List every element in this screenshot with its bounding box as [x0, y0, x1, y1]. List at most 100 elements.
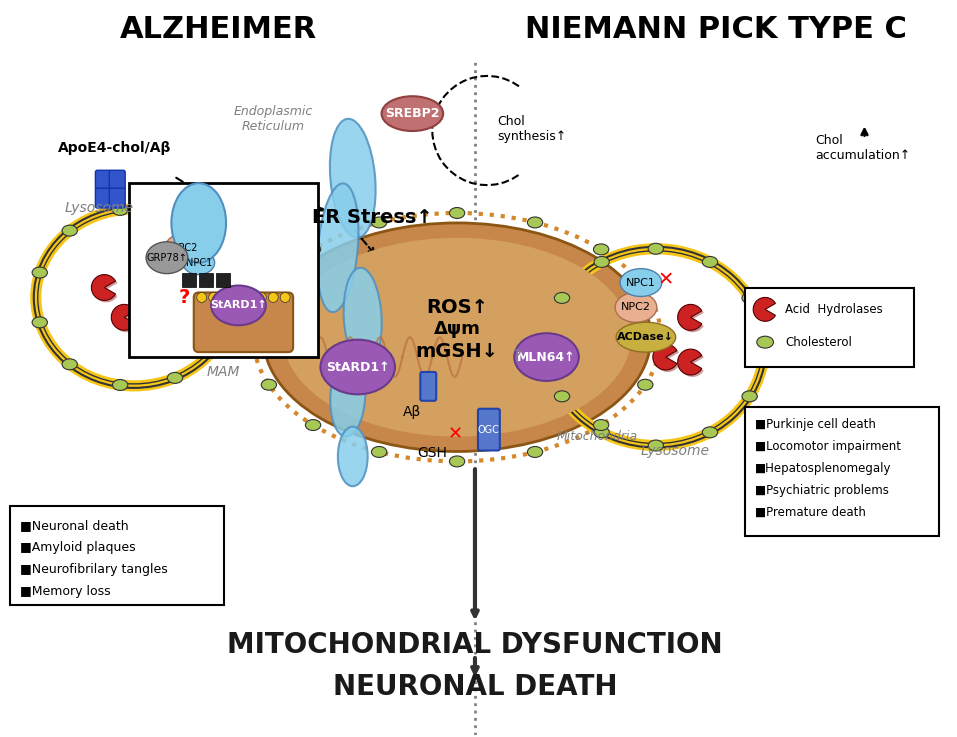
- Bar: [182, 273, 196, 287]
- FancyBboxPatch shape: [109, 188, 125, 208]
- Ellipse shape: [620, 268, 662, 296]
- Ellipse shape: [318, 184, 359, 312]
- Text: StARD1↑: StARD1↑: [211, 301, 267, 310]
- Text: NPC1: NPC1: [626, 278, 656, 287]
- Wedge shape: [94, 276, 118, 302]
- Ellipse shape: [210, 340, 225, 351]
- Text: NEURONAL DEATH: NEURONAL DEATH: [333, 673, 617, 701]
- Circle shape: [244, 293, 255, 302]
- FancyBboxPatch shape: [10, 506, 224, 606]
- Ellipse shape: [527, 447, 543, 458]
- Wedge shape: [92, 275, 116, 301]
- Text: Aβ: Aβ: [403, 405, 421, 419]
- Text: ApoE4-chol/Aβ: ApoE4-chol/Aβ: [57, 142, 171, 156]
- Ellipse shape: [113, 204, 128, 215]
- Text: ACDase↓: ACDase↓: [617, 332, 675, 342]
- Circle shape: [221, 293, 231, 302]
- FancyBboxPatch shape: [96, 170, 111, 190]
- Ellipse shape: [261, 380, 277, 390]
- Wedge shape: [655, 346, 679, 372]
- Text: SREBP2: SREBP2: [385, 107, 439, 120]
- FancyBboxPatch shape: [96, 188, 111, 208]
- Text: NPC1: NPC1: [186, 258, 211, 268]
- Wedge shape: [753, 298, 775, 321]
- Circle shape: [256, 293, 266, 302]
- Ellipse shape: [648, 440, 663, 451]
- Ellipse shape: [261, 284, 277, 295]
- Text: ■Premature death: ■Premature death: [755, 506, 866, 519]
- Ellipse shape: [246, 332, 261, 343]
- FancyBboxPatch shape: [746, 407, 939, 536]
- Text: NPC2: NPC2: [170, 242, 197, 253]
- Ellipse shape: [742, 293, 757, 304]
- Wedge shape: [144, 262, 167, 287]
- Ellipse shape: [450, 208, 465, 218]
- Text: Endoplasmic
Reticulum: Endoplasmic Reticulum: [234, 105, 313, 133]
- Ellipse shape: [113, 380, 128, 391]
- Text: ✕: ✕: [448, 425, 462, 444]
- Ellipse shape: [321, 340, 395, 394]
- Text: ROS↑: ROS↑: [426, 298, 488, 317]
- Circle shape: [209, 293, 218, 302]
- Ellipse shape: [556, 258, 755, 436]
- Text: Cholesterol: Cholesterol: [785, 335, 852, 349]
- Ellipse shape: [593, 244, 609, 255]
- Text: ✕: ✕: [657, 270, 674, 289]
- Text: ■Hepatosplenomegaly: ■Hepatosplenomegaly: [755, 462, 892, 475]
- FancyBboxPatch shape: [109, 170, 125, 190]
- Wedge shape: [679, 351, 703, 377]
- Text: ■Psychiatric problems: ■Psychiatric problems: [755, 483, 889, 497]
- Ellipse shape: [211, 285, 266, 325]
- Ellipse shape: [62, 225, 78, 236]
- Text: ?: ?: [512, 348, 522, 366]
- Ellipse shape: [653, 332, 668, 343]
- Text: Lysosome: Lysosome: [64, 201, 134, 215]
- Text: StARD1↑: StARD1↑: [326, 360, 389, 374]
- Ellipse shape: [305, 244, 321, 255]
- Text: Chol
synthesis↑: Chol synthesis↑: [497, 114, 567, 142]
- Text: ■Purkinje cell death: ■Purkinje cell death: [755, 418, 876, 431]
- Ellipse shape: [330, 357, 366, 436]
- Wedge shape: [141, 259, 166, 285]
- Text: Lysosome: Lysosome: [641, 444, 710, 458]
- Text: NIEMANN PICK TYPE C: NIEMANN PICK TYPE C: [524, 15, 906, 43]
- Text: mGSH↓: mGSH↓: [415, 342, 499, 360]
- Wedge shape: [679, 307, 703, 332]
- Text: Δψm: Δψm: [434, 321, 480, 338]
- Text: ■Amyloid plaques: ■Amyloid plaques: [20, 542, 136, 554]
- Circle shape: [280, 293, 290, 302]
- Ellipse shape: [171, 184, 226, 262]
- Ellipse shape: [263, 223, 651, 452]
- Text: ER Stress↑: ER Stress↑: [312, 209, 433, 228]
- Text: NPC2: NPC2: [621, 302, 651, 312]
- Ellipse shape: [527, 217, 543, 228]
- FancyBboxPatch shape: [193, 293, 293, 352]
- Ellipse shape: [615, 293, 657, 322]
- Ellipse shape: [554, 293, 569, 304]
- Ellipse shape: [757, 336, 773, 348]
- Ellipse shape: [756, 342, 771, 352]
- Ellipse shape: [382, 97, 443, 131]
- Ellipse shape: [33, 317, 48, 328]
- Circle shape: [233, 293, 242, 302]
- Text: ■Locomotor impairment: ■Locomotor impairment: [755, 440, 901, 453]
- Text: GRP78↑: GRP78↑: [146, 253, 188, 262]
- Text: ■Neurofibrilary tangles: ■Neurofibrilary tangles: [20, 563, 167, 576]
- Ellipse shape: [33, 267, 48, 278]
- Ellipse shape: [183, 251, 214, 275]
- Text: ?: ?: [178, 288, 189, 307]
- Ellipse shape: [62, 359, 78, 370]
- Ellipse shape: [210, 244, 225, 255]
- Wedge shape: [163, 296, 187, 322]
- Ellipse shape: [637, 380, 653, 390]
- Text: MAM: MAM: [207, 365, 240, 379]
- Ellipse shape: [167, 372, 183, 383]
- Wedge shape: [113, 307, 138, 332]
- Text: ■Neuronal death: ■Neuronal death: [20, 520, 128, 533]
- Ellipse shape: [648, 243, 663, 254]
- Ellipse shape: [371, 447, 387, 458]
- Wedge shape: [161, 295, 185, 321]
- FancyBboxPatch shape: [420, 372, 436, 401]
- Ellipse shape: [540, 342, 555, 352]
- Ellipse shape: [593, 419, 609, 430]
